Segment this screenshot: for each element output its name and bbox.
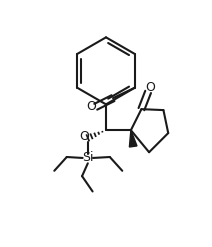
- Text: O: O: [80, 130, 89, 144]
- Text: O: O: [87, 100, 96, 113]
- Polygon shape: [129, 130, 137, 147]
- Text: O: O: [145, 81, 155, 94]
- Text: Si: Si: [82, 151, 93, 165]
